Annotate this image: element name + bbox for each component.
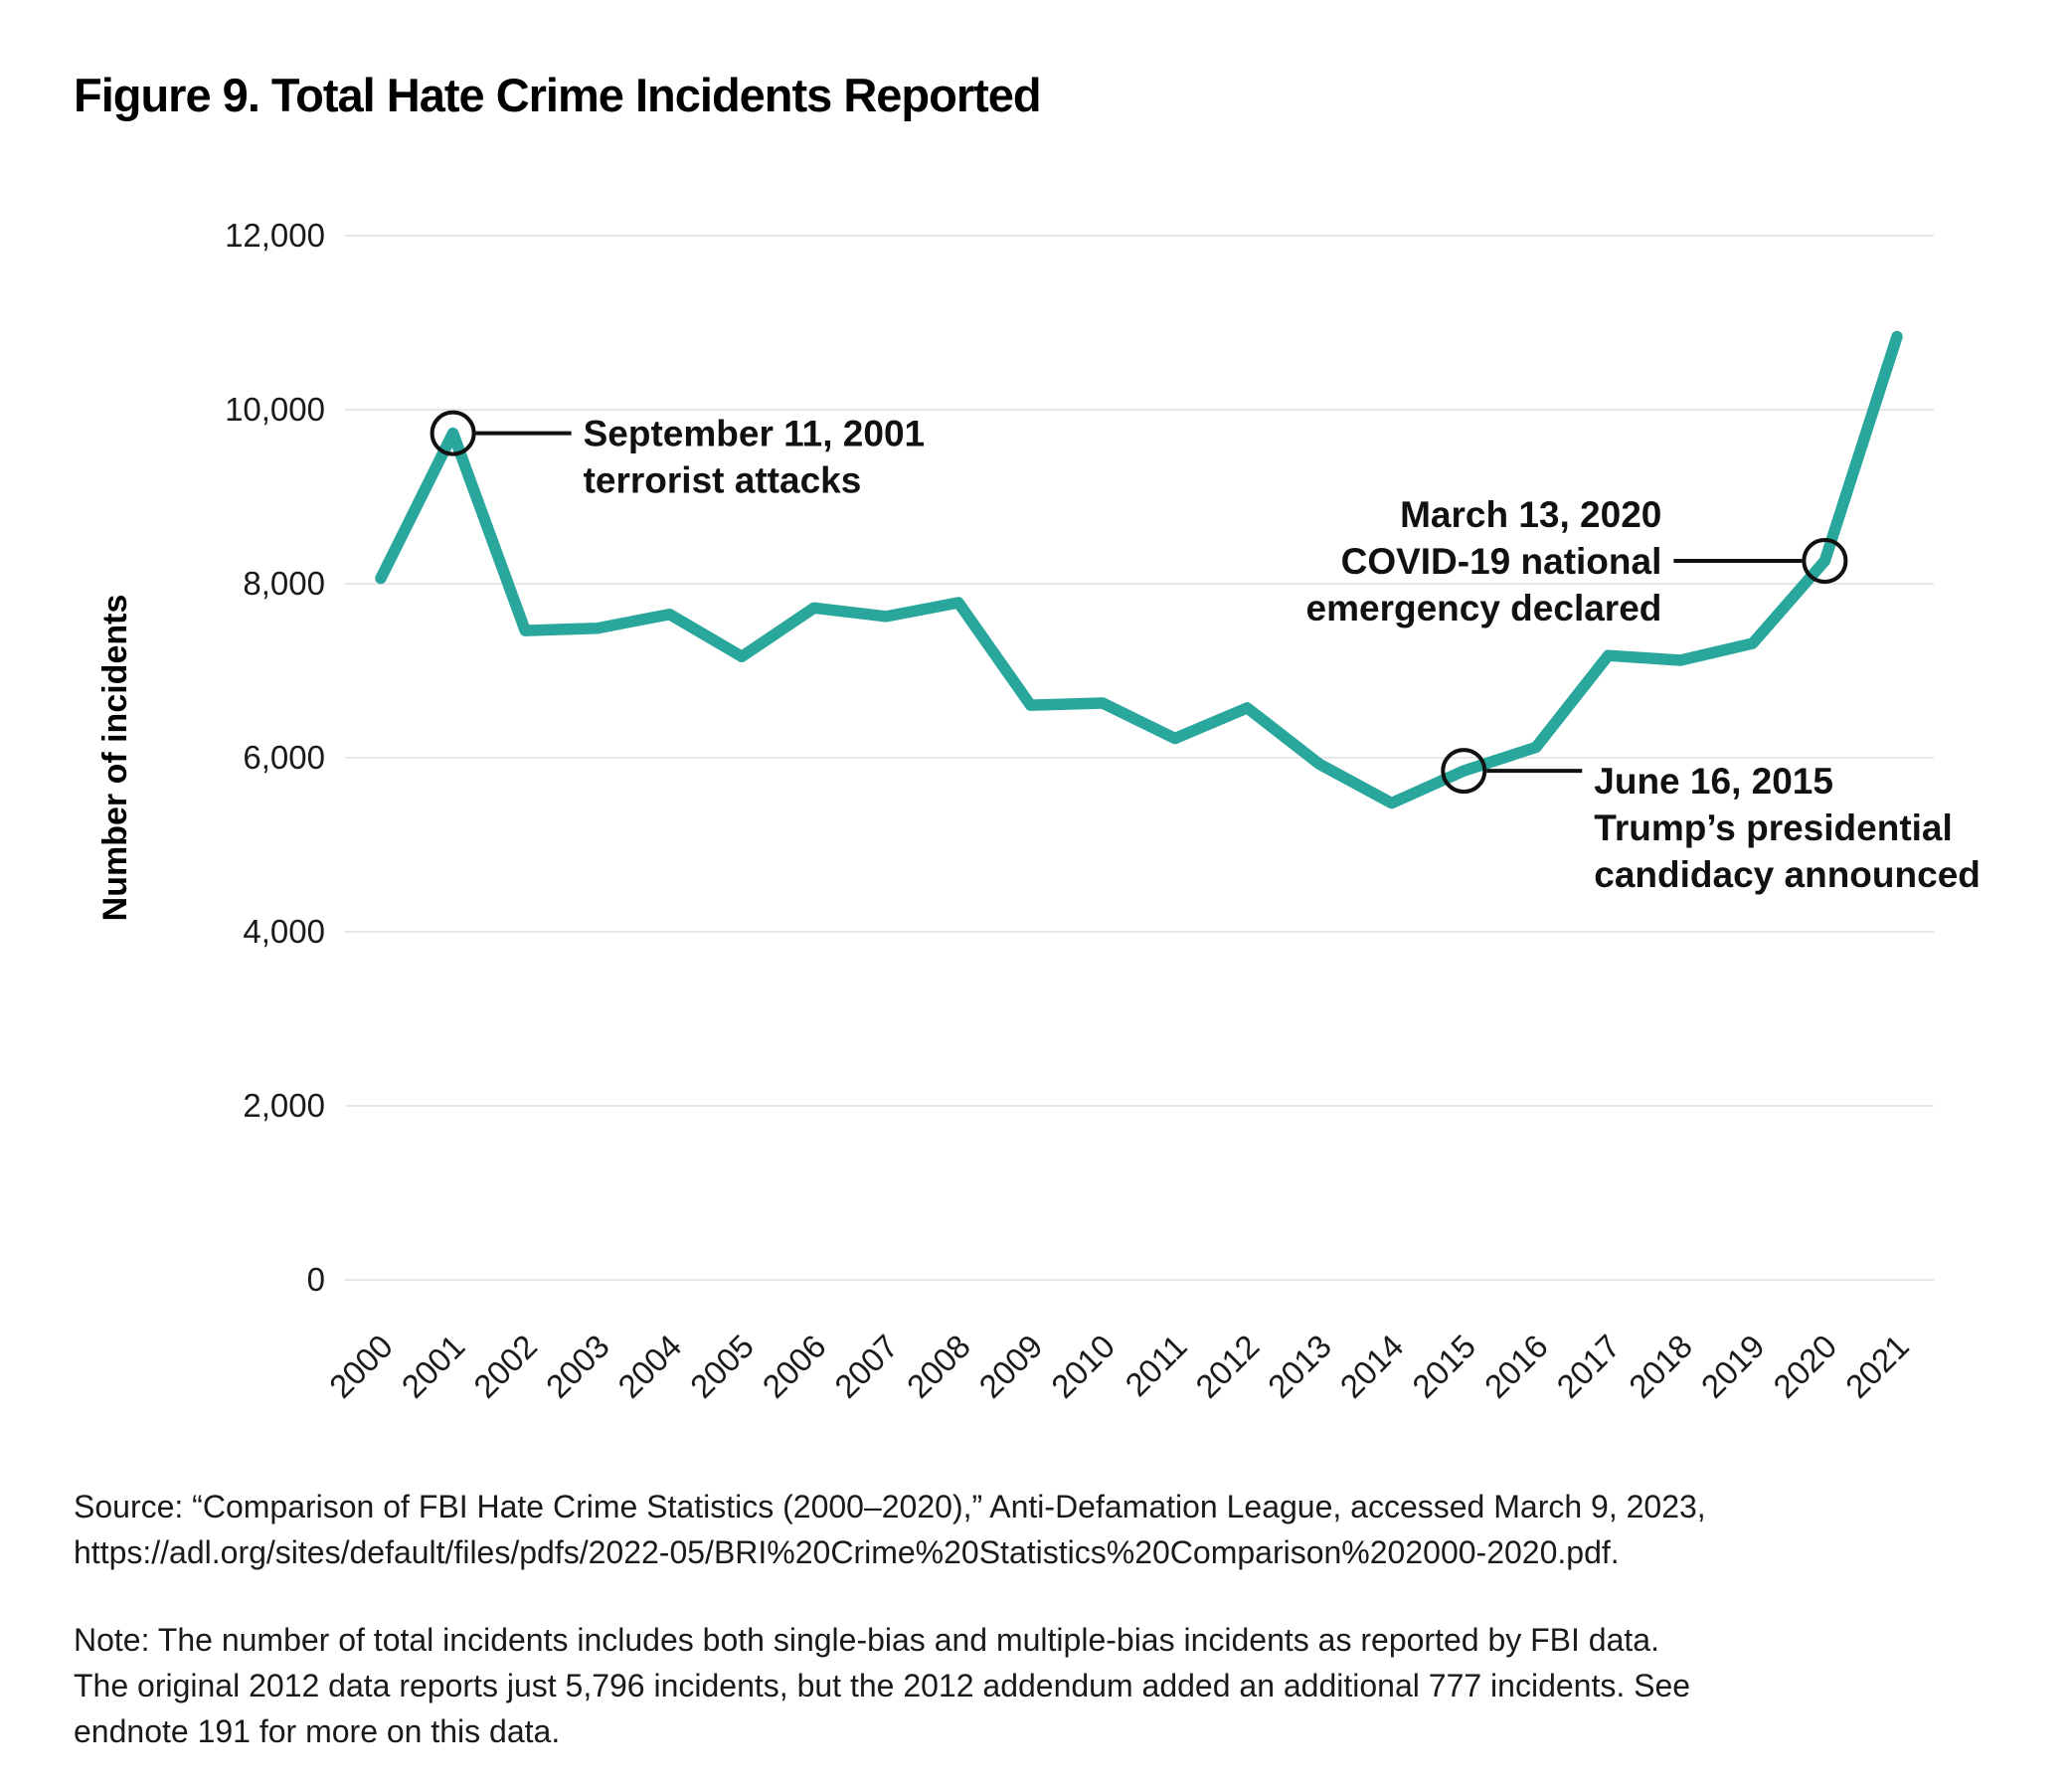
x-tick-label: 2010 [1044, 1328, 1122, 1405]
x-tick-label: 2007 [827, 1328, 905, 1405]
annotation-circle [1802, 537, 1848, 584]
x-tick-label: 2020 [1766, 1328, 1843, 1405]
x-tick-label: 2006 [756, 1328, 833, 1405]
x-tick-label: 2009 [971, 1328, 1049, 1405]
x-tick-label: 2012 [1188, 1328, 1266, 1405]
annotation-circle [430, 410, 476, 456]
y-tick-label: 6,000 [243, 739, 325, 776]
x-tick-label: 2000 [322, 1328, 400, 1405]
annotation-circle [1441, 748, 1487, 795]
annotation-text: Trump’s presidential [1594, 807, 1953, 848]
note-line: The original 2012 data reports just 5,79… [74, 1668, 1691, 1703]
x-tick-label: 2003 [539, 1328, 616, 1405]
annotation-text: candidacy announced [1594, 854, 1981, 895]
source-line: Source: “Comparison of FBI Hate Crime St… [74, 1489, 1706, 1524]
x-tick-label: 2001 [394, 1328, 471, 1405]
y-tick-label: 8,000 [243, 565, 325, 602]
x-tick-label: 2021 [1838, 1328, 1916, 1405]
data-line [375, 330, 1903, 809]
annotation-text: June 16, 2015 [1594, 761, 1833, 802]
y-tick-label: 2,000 [243, 1087, 325, 1124]
source-note: Source: “Comparison of FBI Hate Crime St… [74, 1484, 1706, 1575]
x-tick-label: 2014 [1333, 1328, 1411, 1405]
annotation-text: March 13, 2020 [1400, 494, 1661, 535]
note-line: Note: The number of total incidents incl… [74, 1622, 1659, 1658]
annotation-text: terrorist attacks [584, 460, 862, 501]
y-axis-title: Number of incidents [96, 595, 134, 922]
x-tick-label: 2019 [1694, 1328, 1772, 1405]
x-tick-label: 2002 [466, 1328, 544, 1405]
x-tick-label: 2017 [1549, 1328, 1627, 1405]
x-tick-label: 2008 [900, 1328, 977, 1405]
y-tick-label: 0 [307, 1261, 325, 1298]
x-tick-label: 2016 [1477, 1328, 1555, 1405]
x-tick-label: 2015 [1405, 1328, 1482, 1405]
y-tick-label: 12,000 [225, 217, 325, 254]
x-tick-label: 2018 [1622, 1328, 1699, 1405]
y-tick-label: 10,000 [225, 391, 325, 428]
note-line: endnote 191 for more on this data. [74, 1713, 561, 1749]
line-chart: 02,0004,0006,0008,00010,00012,0002000200… [96, 217, 1981, 1405]
x-tick-label: 2011 [1118, 1328, 1193, 1403]
source-line: https://adl.org/sites/default/files/pdfs… [74, 1534, 1620, 1570]
figure-title: Figure 9. Total Hate Crime Incidents Rep… [74, 69, 1042, 121]
data-note: Note: The number of total incidents incl… [74, 1617, 1690, 1754]
annotation-text: COVID-19 national [1341, 541, 1662, 582]
x-tick-label: 2004 [610, 1328, 688, 1405]
x-tick-label: 2013 [1261, 1328, 1338, 1405]
annotation-text: emergency declared [1306, 588, 1662, 628]
annotation-text: September 11, 2001 [584, 414, 926, 454]
x-tick-label: 2005 [683, 1328, 761, 1405]
y-tick-label: 4,000 [243, 913, 325, 950]
